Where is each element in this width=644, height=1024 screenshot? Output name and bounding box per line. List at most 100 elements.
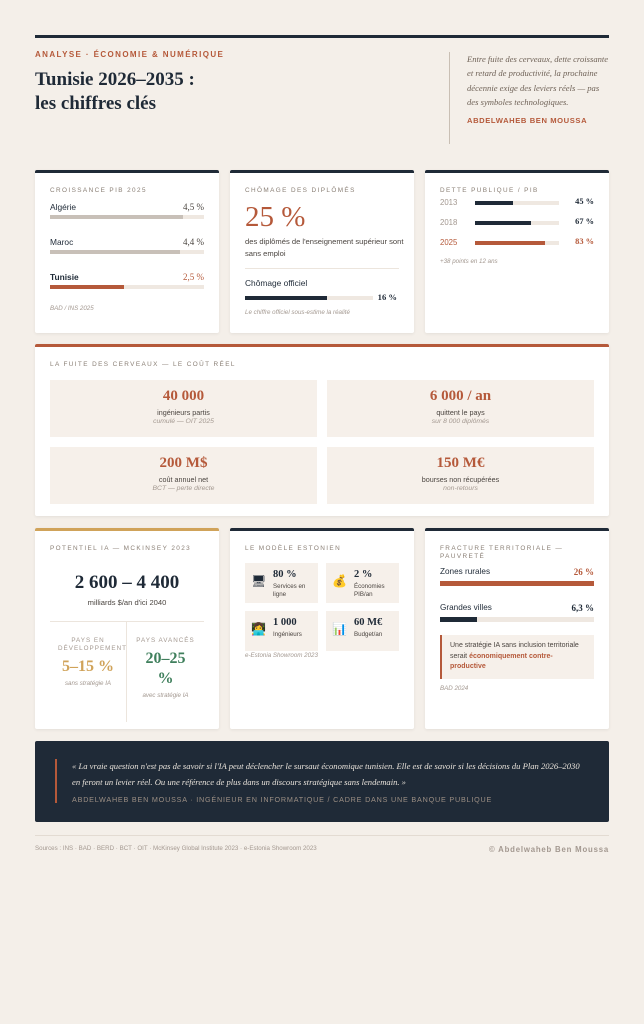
debt-row: 2013 45 % <box>440 196 594 214</box>
estonia-value: 60 M€ <box>354 617 383 628</box>
territorial-zone: Zones rurales <box>440 567 491 576</box>
estonia-item: 💰 2 % Économies PIB/an <box>326 563 399 603</box>
debt-label: DETTE PUBLIQUE / PIB <box>440 187 539 194</box>
quote-inner: « La vraie question n'est pas de savoir … <box>55 759 589 804</box>
title-line-1: Tunisie 2026–2035 : <box>35 69 195 90</box>
territorial-callout: Une stratégie IA sans inclusion territor… <box>440 635 594 679</box>
quote-block: « La vraie question n'est pas de savoir … <box>35 741 609 822</box>
stat-value: 200 M$ <box>159 455 208 471</box>
top-rule <box>35 35 609 38</box>
debt-bar-track <box>475 241 559 245</box>
intro-text: Entre fuite des cerveaux, dette croissan… <box>467 54 609 107</box>
growth-row: Tunisie 2,5 % <box>50 272 204 299</box>
official-value: 16 % <box>377 292 397 302</box>
territorial-row: Grandes villes 6,3 % <box>440 603 594 633</box>
growth-source: BAD / INS 2025 <box>50 305 94 312</box>
kicker: ANALYSE · ÉCONOMIE & NUMÉRIQUE <box>35 50 225 59</box>
territorial-card: FRACTURE TERRITORIALE — PAUVRETÉ Zones r… <box>425 528 609 729</box>
debt-year: 2025 <box>440 238 458 247</box>
growth-value: 2,5 % <box>183 272 204 282</box>
quote-text: « La vraie question n'est pas de savoir … <box>72 761 580 787</box>
technologist-icon: 👩‍💻 <box>251 622 266 636</box>
ai-developing-value: 5–15 % <box>62 658 114 675</box>
growth-card: CROISSANCE PIB 2025 Algérie 4,5 % Maroc … <box>35 170 219 333</box>
estonia-label: LE MODÈLE ESTONIEN <box>245 545 342 552</box>
territorial-label: FRACTURE TERRITORIALE — PAUVRETÉ <box>440 545 564 560</box>
stat-label: bourses non récupérées <box>421 475 500 484</box>
growth-bar <box>50 215 184 219</box>
territorial-value: 6,3 % <box>571 603 595 613</box>
territorial-bar-track <box>440 581 594 586</box>
growth-country: Algérie <box>50 202 77 212</box>
footer-rule <box>35 835 609 836</box>
ai-advanced-value: 20–25 % <box>145 650 186 687</box>
ai-value: 2 600 – 4 400 <box>74 572 180 593</box>
debt-row: 2018 67 % <box>440 216 594 234</box>
page-title: Tunisie 2026–2035 : les chiffres clés <box>35 68 295 116</box>
stat-sub: non-retours <box>443 485 478 492</box>
debt-bar <box>475 241 545 245</box>
ai-advanced-head: PAYS AVANCÉS <box>136 637 195 644</box>
intro-author: ABDELWAHEB BEN MOUSSA <box>467 116 588 126</box>
stat-label: ingénieurs partis <box>157 408 210 417</box>
brain-drain-label: LA FUITE DES CERVEAUX — LE COÛT RÉEL <box>50 361 236 368</box>
growth-row: Algérie 4,5 % <box>50 202 204 229</box>
bar-chart-icon: 📊 <box>332 622 347 636</box>
estonia-item-label: Services en ligne <box>273 583 306 598</box>
ai-developing-head: PAYS EN DÉVELOPPEMENT <box>58 637 127 652</box>
territorial-zone: Grandes villes <box>440 603 492 612</box>
debt-note: +38 points en 12 ans <box>440 258 498 265</box>
ai-advanced-col: PAYS AVANCÉS 20–25 % avec stratégie IA <box>127 622 204 722</box>
estonia-value: 2 % <box>354 569 373 580</box>
ai-unit: milliards $/an d'ici 2040 <box>87 598 167 607</box>
debt-year: 2018 <box>440 218 458 227</box>
territorial-source: BAD 2024 <box>440 684 469 692</box>
growth-bar-track <box>50 215 204 219</box>
unemployment-description: des diplômés de l'enseignement supérieur… <box>245 237 404 258</box>
stat-value: 40 000 <box>162 388 205 404</box>
ai-comparison: PAYS EN DÉVELOPPEMENT 5–15 % sans straté… <box>50 621 204 722</box>
unemployment-note: Le chiffre officiel sous-estime la réali… <box>245 309 350 316</box>
territorial-row: Zones rurales 26 % <box>440 567 594 597</box>
callout-text: Une stratégie IA sans inclusion territor… <box>450 642 579 660</box>
debt-bar-track <box>475 201 559 205</box>
official-bar <box>245 296 327 300</box>
official-label: Chômage officiel <box>245 278 308 288</box>
debt-card: DETTE PUBLIQUE / PIB 2013 45 % 2018 67 %… <box>425 170 609 333</box>
unemployment-label: CHÔMAGE DES DIPLÔMÉS <box>245 187 356 194</box>
official-bar-track <box>245 296 373 300</box>
growth-label: CROISSANCE PIB 2025 <box>50 187 147 194</box>
stat-tile: 150 M€ bourses non récupérées non-retour… <box>327 447 594 504</box>
stat-tile: 6 000 / an quittent le pays sur 8 000 di… <box>327 380 594 437</box>
header: ANALYSE · ÉCONOMIE & NUMÉRIQUE Tunisie 2… <box>35 50 609 150</box>
growth-country: Maroc <box>50 237 74 247</box>
estonia-item-label: Économies PIB/an <box>354 583 385 598</box>
debt-year: 2013 <box>440 198 458 207</box>
ai-developing-sub: sans stratégie IA <box>64 680 112 687</box>
stat-label: coût annuel net <box>158 475 209 484</box>
growth-bar <box>50 285 125 289</box>
estonia-source: e-Estonia Showroom 2023 <box>245 652 318 659</box>
growth-bar-track <box>50 285 204 289</box>
ai-label: POTENTIEL IA — MCKINSEY 2023 <box>50 545 192 552</box>
quote-author: ABDELWAHEB BEN MOUSSA · INGÉNIEUR EN INF… <box>72 795 493 804</box>
unemployment-card: CHÔMAGE DES DIPLÔMÉS 25 % des diplômés d… <box>230 170 414 333</box>
stat-sub: cumulé — OIT 2025 <box>153 418 214 425</box>
stat-label: quittent le pays <box>436 408 485 417</box>
territorial-bar <box>440 617 478 622</box>
estonia-card: LE MODÈLE ESTONIEN 🖥 80 % Services en li… <box>230 528 414 729</box>
debt-value: 45 % <box>575 197 594 206</box>
growth-bar <box>50 250 181 254</box>
divider <box>245 268 399 269</box>
unemployment-value: 25 % <box>245 201 306 233</box>
debt-bar <box>475 201 513 205</box>
estonia-item: 📊 60 M€ Budget/an <box>326 611 399 651</box>
computer-icon: 🖥 <box>251 574 267 588</box>
stat-value: 6 000 / an <box>429 388 492 404</box>
official-row: 16 % <box>245 292 399 304</box>
territorial-bar-track <box>440 617 594 622</box>
stat-tile: 40 000 ingénieurs partis cumulé — OIT 20… <box>50 380 317 437</box>
title-line-2: les chiffres clés <box>35 93 156 114</box>
footer-sources: Sources : INS · BAD · BERD · BCT · OIT ·… <box>35 845 317 852</box>
